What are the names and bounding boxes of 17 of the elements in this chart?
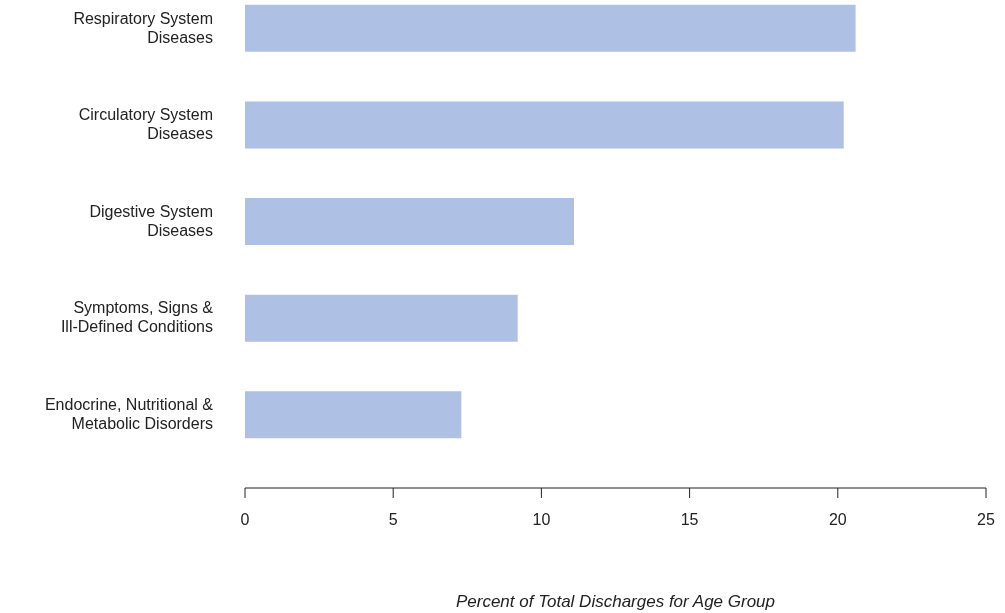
y-tick-label: Symptoms, Signs & Ill-Defined Conditions — [60, 299, 214, 336]
bar — [245, 4, 856, 52]
bar — [245, 101, 844, 149]
x-tick-label: 15 — [680, 511, 699, 529]
bar — [245, 294, 518, 342]
y-tick-label: Digestive System Diseases — [89, 202, 213, 239]
x-tick-label: 20 — [828, 511, 847, 529]
x-tick-label: 0 — [240, 511, 250, 529]
y-tick-label: Endocrine, Nutritional & Metabolic Disorders — [44, 396, 214, 433]
y-tick-label: Respiratory System Diseases — [73, 9, 213, 46]
bar — [245, 391, 462, 439]
y-tick-label: Circulatory System Diseases — [78, 106, 213, 143]
bar — [245, 198, 574, 246]
x-axis-title: Percent of Total Discharges for Age Group — [455, 592, 776, 611]
x-tick-label: 10 — [532, 511, 551, 529]
x-tick-label: 25 — [977, 511, 995, 529]
x-tick-label: 5 — [388, 511, 398, 529]
